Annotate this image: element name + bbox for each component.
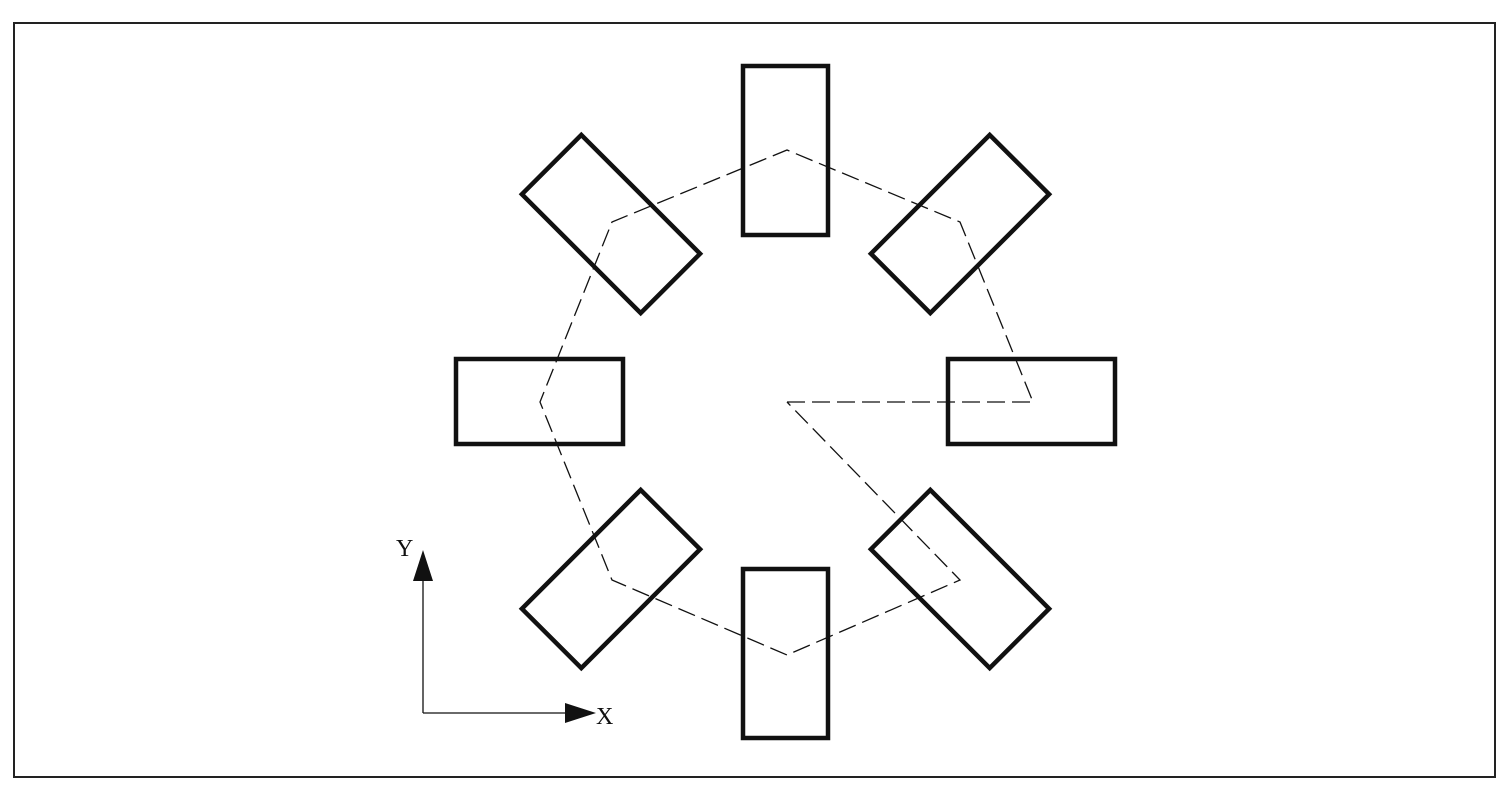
feature-rect-right bbox=[945, 356, 1118, 447]
y-axis-arrowhead-icon bbox=[413, 550, 433, 581]
coordinate-axes: Y X bbox=[396, 536, 613, 730]
tool-path bbox=[539, 149, 1034, 656]
x-axis-label: X bbox=[596, 704, 613, 730]
y-axis-label: Y bbox=[396, 536, 413, 562]
feature-rect-bottom-right bbox=[867, 486, 1053, 672]
feature-rect-bottom bbox=[740, 566, 831, 741]
feature-rect-top-right bbox=[867, 131, 1053, 317]
feature-rect-top bbox=[740, 63, 831, 238]
feature-rect-top-left bbox=[518, 131, 704, 317]
feature-rect-bottom-left bbox=[518, 486, 704, 672]
x-axis-arrowhead-icon bbox=[565, 703, 596, 723]
feature-rect-left bbox=[453, 356, 626, 447]
diagram-frame bbox=[13, 22, 1496, 778]
